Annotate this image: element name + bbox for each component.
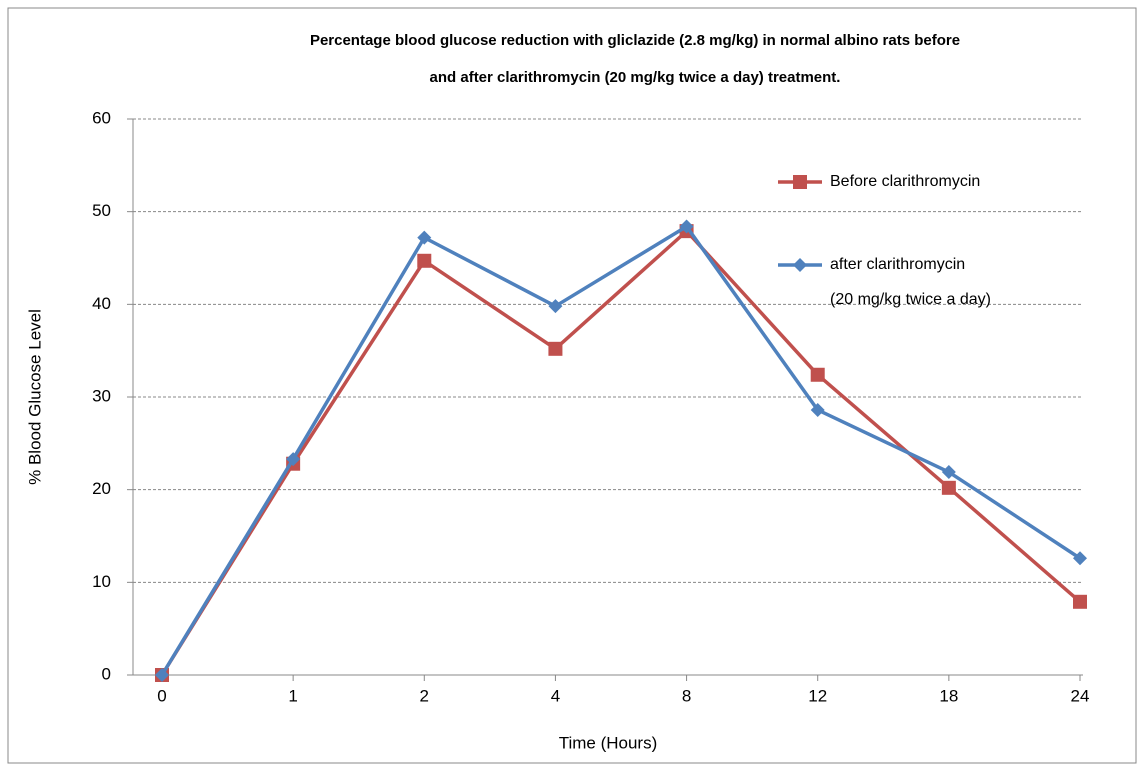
marker	[1073, 594, 1087, 609]
marker	[1073, 551, 1087, 566]
y-axis-label: % Blood Glucose Level	[25, 309, 44, 485]
chart-frame	[7, 7, 1137, 764]
legend-label: Before clarithromycin	[830, 173, 981, 190]
x-tick-label: 2	[420, 686, 429, 705]
marker	[810, 402, 825, 417]
marker	[941, 465, 956, 480]
y-tick-label: 40	[92, 294, 111, 313]
marker	[679, 219, 694, 234]
legend-label: after clarithromycin (20 mg/kg twice a d…	[830, 256, 991, 308]
y-tick-label: 30	[92, 386, 111, 405]
marker	[417, 253, 432, 268]
x-tick-label: 12	[808, 686, 827, 705]
y-tick-label: 0	[102, 664, 111, 683]
marker	[793, 175, 807, 189]
marker	[810, 367, 825, 382]
y-tick-label: 10	[92, 572, 111, 591]
x-tick-label: 1	[288, 686, 297, 705]
marker	[548, 341, 563, 356]
x-tick-label: 0	[157, 686, 166, 705]
marker	[155, 668, 169, 682]
x-tick-label: 24	[1071, 686, 1090, 705]
marker	[417, 230, 432, 245]
y-tick-label: 60	[92, 108, 111, 127]
x-tick-label: 4	[551, 686, 560, 705]
x-tick-label: 8	[682, 686, 691, 705]
marker	[793, 258, 807, 272]
marker	[548, 299, 563, 314]
y-tick-label: 20	[92, 479, 111, 498]
y-tick-label: 50	[92, 201, 111, 220]
series-line	[160, 224, 1081, 676]
marker	[941, 480, 956, 495]
series-line	[160, 229, 1082, 676]
marker	[286, 452, 301, 467]
chart-title: Percentage blood glucose reduction with …	[309, 32, 961, 86]
x-tick-label: 18	[939, 686, 958, 705]
x-axis-label: Time (Hours)	[559, 733, 658, 752]
